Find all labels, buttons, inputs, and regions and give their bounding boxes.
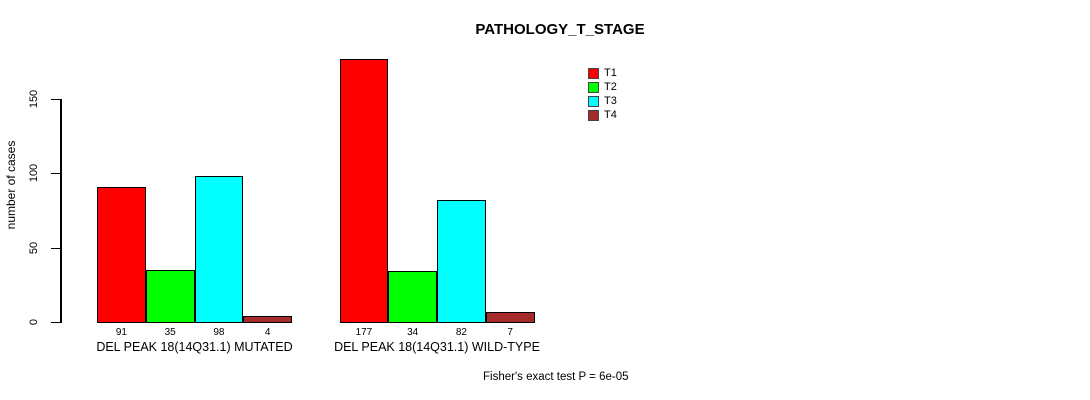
bar-value-label: 177 xyxy=(355,327,373,338)
y-axis-tick xyxy=(51,322,60,323)
legend-label: T2 xyxy=(604,81,617,93)
bar-value-label: 35 xyxy=(164,327,176,338)
legend-item-t2: T2 xyxy=(588,80,617,94)
y-axis-label: number of cases xyxy=(4,140,18,230)
legend-swatch-icon xyxy=(588,81,599,93)
legend-item-t1: T1 xyxy=(588,66,617,80)
y-axis-tick xyxy=(51,247,60,249)
y-axis-line xyxy=(60,99,62,323)
bar-t3-group1 xyxy=(194,176,244,323)
y-axis-tick xyxy=(51,99,60,100)
legend-label: T4 xyxy=(604,109,617,121)
y-axis-tick xyxy=(51,173,60,175)
legend-swatch-icon xyxy=(588,109,599,121)
bar-value-label: 82 xyxy=(455,327,467,338)
bar-t4-group1 xyxy=(243,316,292,323)
legend-item-t3: T3 xyxy=(588,94,617,108)
bar-t2-group2 xyxy=(388,271,437,323)
bar-t4-group2 xyxy=(485,311,535,323)
bar-t1-group2 xyxy=(339,58,389,323)
bar-value-label: 98 xyxy=(213,327,225,338)
chart-title: PATHOLOGY_T_STAGE xyxy=(475,21,645,38)
y-axis-tick-label: 50 xyxy=(28,241,40,254)
bar-t1-group1 xyxy=(97,186,146,323)
y-axis-tick-label: 150 xyxy=(28,89,40,109)
legend-swatch-icon xyxy=(588,95,599,107)
legend-swatch-icon xyxy=(588,67,599,79)
bar-value-label: 7 xyxy=(507,327,513,338)
legend-label: T1 xyxy=(604,67,617,79)
legend: T1 T2 T3 T4 xyxy=(588,66,617,122)
bar-value-label: 4 xyxy=(264,327,271,338)
bar-t2-group1 xyxy=(145,269,195,323)
bar-value-label: 91 xyxy=(115,327,127,338)
group-label: DEL PEAK 18(14Q31.1) MUTATED xyxy=(96,340,293,354)
group-label: DEL PEAK 18(14Q31.1) WILD-TYPE xyxy=(334,340,540,354)
legend-label: T3 xyxy=(604,95,617,107)
y-axis-tick-label: 100 xyxy=(28,164,40,183)
bar-t3-group2 xyxy=(437,200,486,323)
legend-item-t4: T4 xyxy=(588,108,617,122)
bar-value-label: 34 xyxy=(407,327,419,338)
y-axis-tick-label: 0 xyxy=(28,318,40,326)
annotation-text: Fisher's exact test P = 6e-05 xyxy=(483,371,629,383)
